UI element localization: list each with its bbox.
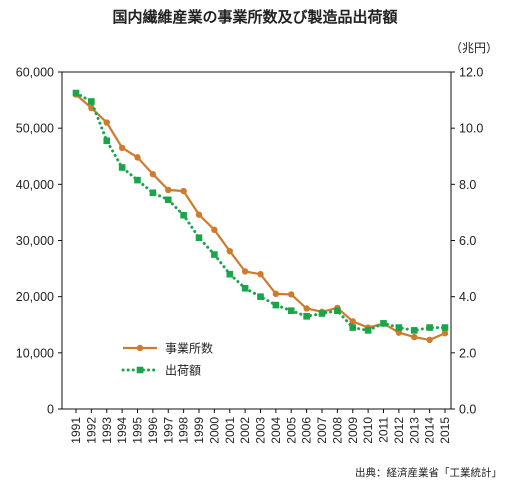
x-tick-label: 2010 xyxy=(361,417,375,444)
legend-label-1: 事業所数 xyxy=(165,341,213,356)
data-point xyxy=(411,333,418,341)
data-point xyxy=(288,291,295,298)
legend-marker xyxy=(136,344,144,352)
right-tick-label: 12.0 xyxy=(459,66,483,80)
x-axis-ticks: 1991 1992 1993 1994 1995 1996 1997 1998 1999 2000… xyxy=(69,409,452,444)
data-point xyxy=(88,98,95,105)
x-tick-label: 1995 xyxy=(131,417,145,444)
data-point xyxy=(395,324,403,331)
data-point xyxy=(272,301,280,309)
chart-title: 国内繊維産業の事業所数及び製造品出荷額 xyxy=(112,8,397,26)
x-tick-label: 2015 xyxy=(438,417,452,444)
data-point xyxy=(441,324,449,331)
x-tick-label: 2004 xyxy=(269,417,283,444)
x-tick-label: 2013 xyxy=(407,417,421,444)
x-tick-label: 1991 xyxy=(69,417,83,444)
data-point xyxy=(441,329,449,337)
right-tick-label: 4.0 xyxy=(459,290,476,304)
series-layer xyxy=(72,89,449,344)
left-tick-label: 50,000 xyxy=(16,122,54,136)
left-tick-label: 0 xyxy=(47,403,54,417)
data-point xyxy=(241,268,249,275)
data-point xyxy=(303,305,310,312)
data-point xyxy=(349,324,357,331)
data-point xyxy=(426,324,433,331)
data-point xyxy=(410,327,418,334)
x-tick-label: 2003 xyxy=(254,417,268,444)
x-tick-label: 1999 xyxy=(192,417,206,444)
data-point xyxy=(149,171,157,178)
right-tick-label: 8.0 xyxy=(459,178,476,192)
x-tick-label: 2009 xyxy=(346,417,360,444)
data-point xyxy=(180,187,187,195)
left-tick-label: 60,000 xyxy=(16,66,54,80)
data-point xyxy=(134,176,141,184)
data-point xyxy=(303,313,310,320)
right-tick-label: 10.0 xyxy=(459,122,483,136)
x-tick-label: 2005 xyxy=(284,417,298,444)
x-tick-label: 2000 xyxy=(207,417,221,444)
x-tick-label: 2006 xyxy=(300,417,314,444)
data-point xyxy=(395,329,403,336)
x-tick-label: 2002 xyxy=(238,417,252,444)
x-tick-label: 1993 xyxy=(100,417,114,444)
data-point xyxy=(334,307,341,315)
legend-label-2: 出荷額 xyxy=(165,364,201,378)
x-tick-label: 1994 xyxy=(115,417,129,444)
right-axis-unit: （兆円） xyxy=(450,41,498,55)
x-tick-label: 1997 xyxy=(161,417,175,444)
data-point xyxy=(164,196,172,204)
data-point xyxy=(257,293,264,300)
right-axis-ticks: 0.0 2.0 4.0 6.0 8.0 10.0 12.0 xyxy=(451,66,483,417)
right-tick-label: 2.0 xyxy=(459,346,476,360)
data-point xyxy=(72,89,80,97)
x-tick-label: 2014 xyxy=(423,417,437,444)
left-tick-label: 40,000 xyxy=(16,178,54,192)
source-note: 出典：経済産業省「工業統計」 xyxy=(355,466,502,479)
left-axis-ticks: 0 10,000 20,000 30,000 40,000 50,000 60,000 xyxy=(16,66,62,417)
data-point xyxy=(226,270,234,278)
data-point xyxy=(195,211,203,218)
plot-area xyxy=(61,71,452,410)
right-tick-label: 6.0 xyxy=(459,234,476,248)
data-point xyxy=(103,137,111,145)
series-line-1 xyxy=(75,93,446,342)
data-point xyxy=(118,144,126,152)
x-tick-label: 2011 xyxy=(377,417,391,443)
x-tick-label: 1998 xyxy=(177,417,191,444)
x-tick-label: 2007 xyxy=(315,417,329,444)
data-point xyxy=(349,318,356,325)
data-point xyxy=(380,320,387,327)
left-tick-label: 10,000 xyxy=(16,346,54,360)
data-point xyxy=(241,284,249,292)
left-tick-label: 30,000 xyxy=(16,234,54,248)
data-point xyxy=(287,307,295,315)
data-point xyxy=(118,164,126,171)
data-point xyxy=(364,327,372,334)
data-point xyxy=(272,290,280,298)
x-tick-label: 2001 xyxy=(223,417,237,444)
data-point xyxy=(211,226,218,234)
data-point xyxy=(257,271,264,278)
data-point xyxy=(165,186,172,194)
data-point xyxy=(134,154,141,161)
x-tick-label: 2008 xyxy=(330,417,344,444)
data-point xyxy=(426,336,433,344)
data-point xyxy=(149,189,157,197)
left-tick-label: 20,000 xyxy=(16,290,54,304)
x-tick-label: 2012 xyxy=(392,417,406,444)
data-point xyxy=(180,211,187,219)
data-point xyxy=(318,310,326,317)
data-point xyxy=(103,119,110,126)
x-tick-label: 1992 xyxy=(84,417,98,444)
right-tick-label: 0.0 xyxy=(459,403,476,417)
legend-marker xyxy=(136,366,144,374)
data-point xyxy=(211,251,218,258)
data-point xyxy=(226,247,233,255)
x-tick-label: 1996 xyxy=(146,417,160,444)
data-point xyxy=(195,234,203,241)
